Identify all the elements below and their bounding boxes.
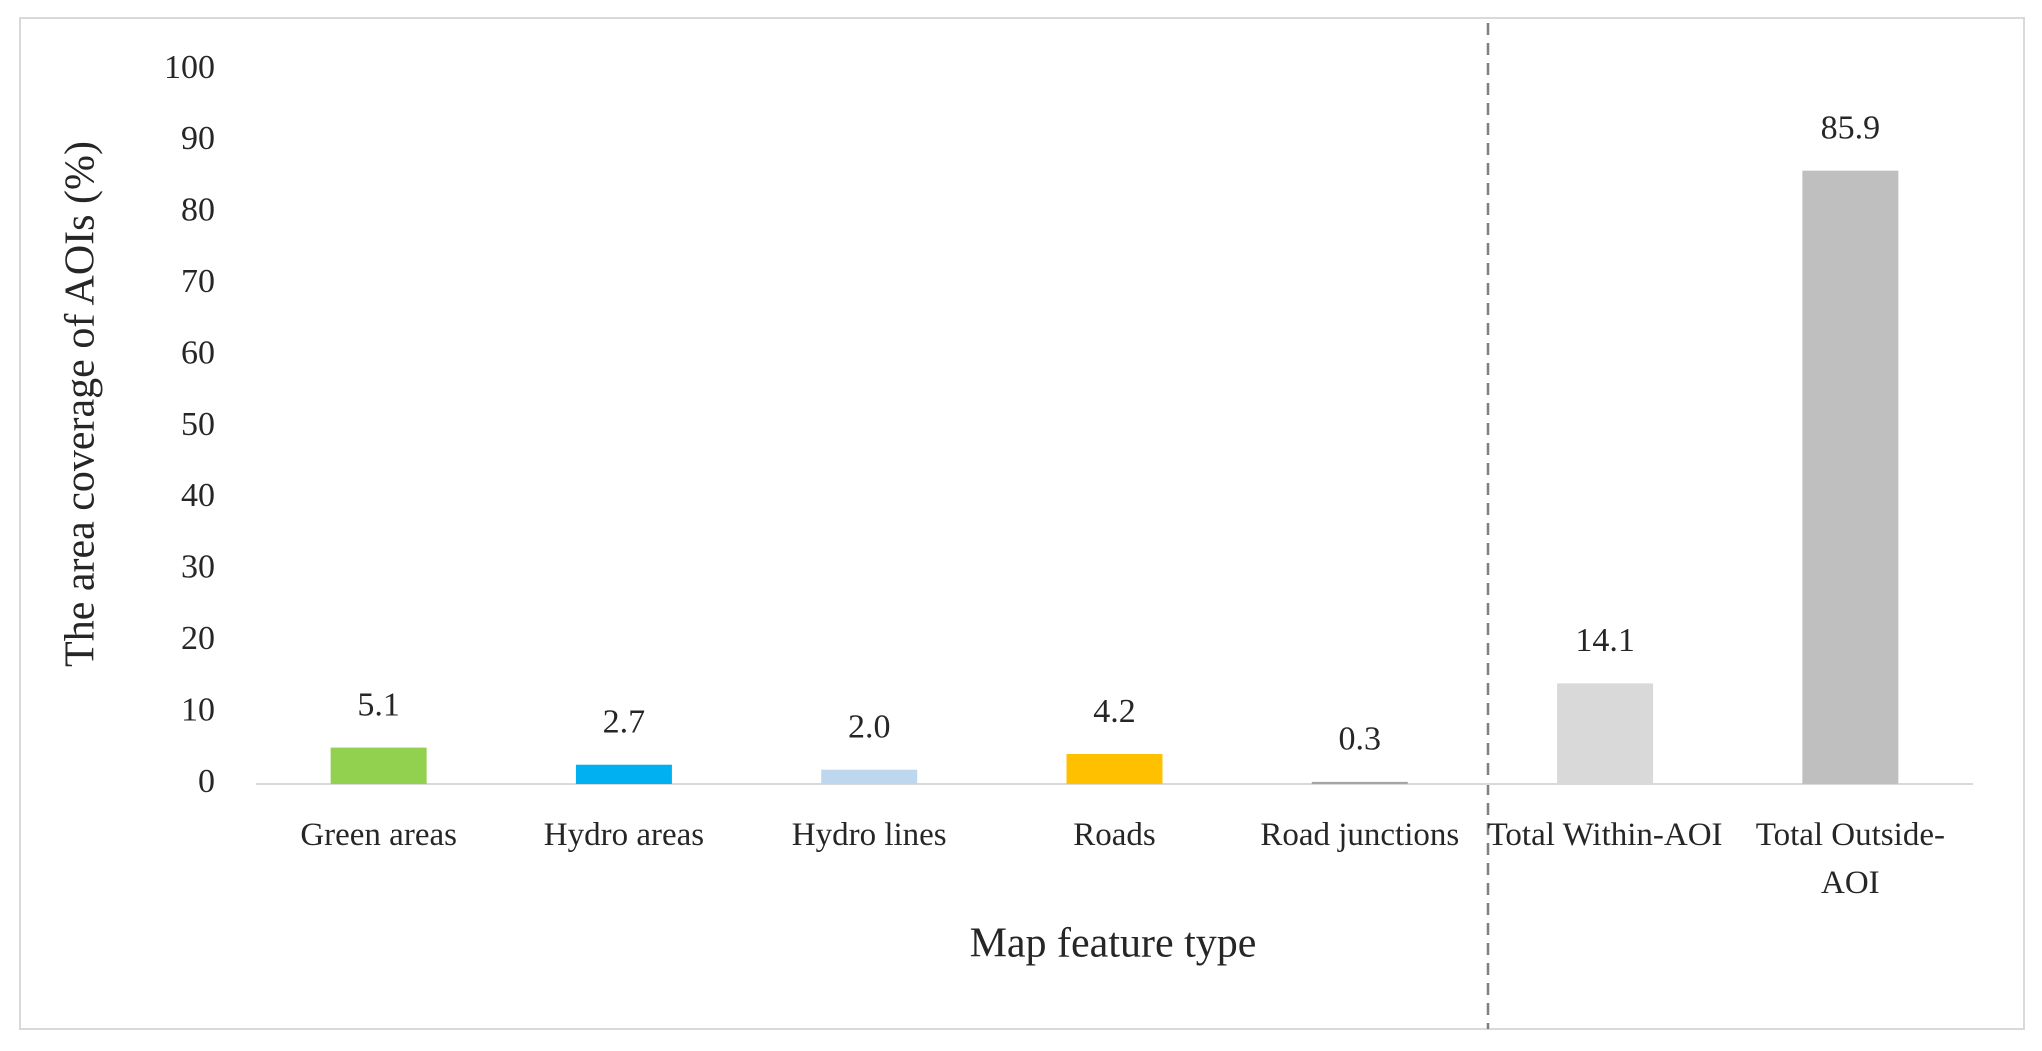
frame xyxy=(19,17,2025,1030)
bar xyxy=(1066,754,1163,784)
x-tick-label: Hydro lines xyxy=(791,817,947,853)
data-label: 2.0 xyxy=(848,709,891,746)
y-tick-label: 50 xyxy=(181,406,215,443)
data-label: 2.7 xyxy=(603,704,646,741)
bar xyxy=(330,747,427,784)
y-tick-label: 90 xyxy=(181,120,215,157)
x-tick-label: Hydro areas xyxy=(543,817,705,853)
y-tick-label: 10 xyxy=(181,691,215,728)
bar xyxy=(1557,683,1654,784)
y-tick-label: 60 xyxy=(181,334,215,371)
x-tick-label: Road junctions xyxy=(1260,817,1460,853)
x-tick-label: Total Within-AOI xyxy=(1487,817,1723,853)
data-label: 85.9 xyxy=(1821,109,1881,146)
data-label: 4.2 xyxy=(1093,693,1136,730)
data-label: 5.1 xyxy=(357,686,400,723)
y-tick-label: 70 xyxy=(181,263,215,300)
x-tick-label: Green areas xyxy=(300,817,457,853)
bar xyxy=(1311,781,1408,784)
y-tick-label: 100 xyxy=(164,49,215,86)
x-tick-label: Total Outside-AOI xyxy=(1755,817,1945,901)
data-label: 14.1 xyxy=(1575,622,1635,659)
y-tick-label: 0 xyxy=(198,763,215,800)
x-axis-title: Map feature type xyxy=(970,921,1257,967)
y-tick-label: 20 xyxy=(181,620,215,657)
bar xyxy=(821,769,918,784)
x-tick-label: Roads xyxy=(1073,817,1156,853)
y-tick-label: 80 xyxy=(181,192,215,229)
y-tick-label: 40 xyxy=(181,477,215,514)
y-axis-title: The area coverage of AOIs (%) xyxy=(58,141,104,667)
bar xyxy=(1802,170,1899,784)
bar xyxy=(575,764,672,784)
data-label: 0.3 xyxy=(1339,721,1382,758)
y-tick-label: 30 xyxy=(181,549,215,586)
